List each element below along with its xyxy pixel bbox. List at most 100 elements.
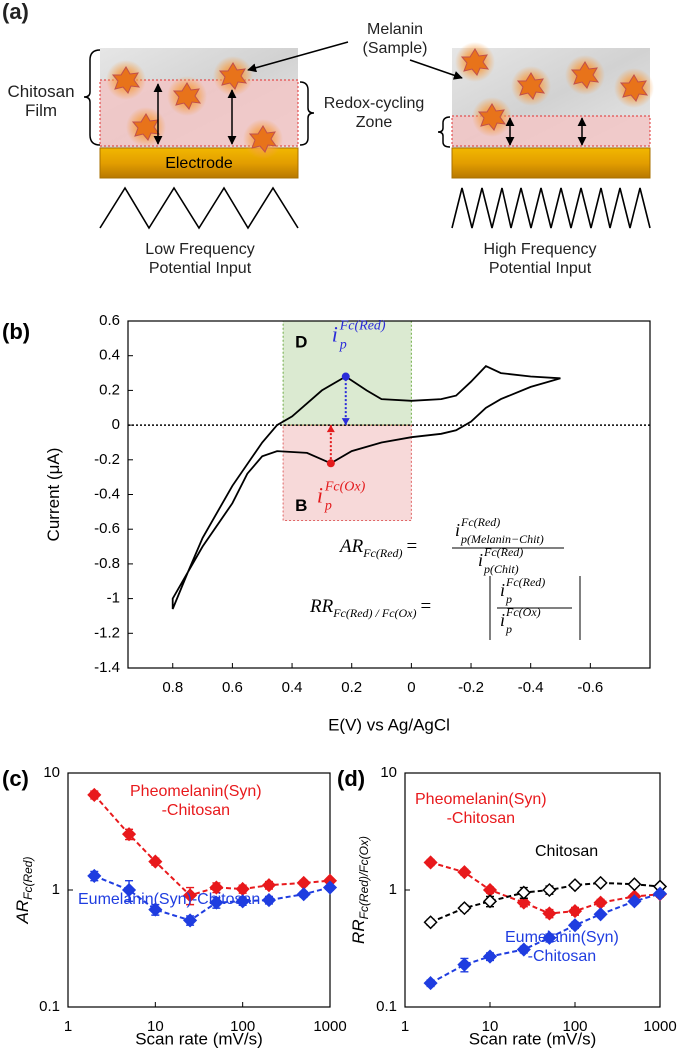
melanin [105,59,147,101]
melanin [166,75,208,117]
equation-den: i [478,550,483,570]
y-axis-label: ARFc(Red) [13,857,35,925]
data-point [296,887,311,902]
equation-lhs-sub: Fc(Red) / Fc(Ox) [332,606,416,620]
low-frequency-cell: Electrode [83,48,315,230]
y-tick-label: -1 [107,590,120,607]
y-tick-label: -0.8 [94,555,120,572]
melanin [125,106,167,148]
peak-label-sup: Fc(Ox) [324,479,366,494]
x-tick-label: -0.2 [458,679,484,696]
data-point [87,868,102,883]
y-axis-label-sub: Fc(Red)/Fc(Ox) [357,836,371,919]
y-tick-label: 0 [112,416,120,433]
equation-den-sub: p [505,622,512,636]
data-point [516,885,531,900]
x-tick-label: 10 [482,1018,499,1035]
y-axis-label-main: RR [349,919,368,944]
data-point [261,893,277,908]
data-point [593,895,608,910]
bracket [437,116,451,148]
x-tick-label: -0.4 [518,679,544,696]
data-point [148,854,163,869]
electrode-label: Electrode [165,155,233,172]
peak-label: i [317,482,323,507]
x-tick-label: 0.6 [222,679,243,696]
x-tick-label: 1 [401,1018,409,1035]
y-tick-label: 0.2 [99,381,120,398]
y-axis-label: Current (μA) [44,448,63,542]
data-point [121,882,137,898]
chart: (b) D B 0.6 0.4 0.2 0 -0.2 -0.4 -0.6 -0.8 -1 -1.2 -1.… [2,312,651,734]
series-line [171,365,561,610]
arrow-head [326,425,335,433]
panel-label: (d) [337,766,365,791]
data-point [322,880,338,895]
y-tick-label: 10 [43,764,60,781]
series-label: Chitosan [535,843,599,860]
y-tick-label: -1.4 [94,659,120,676]
peak-label: i [332,322,338,347]
peak-point [326,459,335,468]
film-label: Chitosan Film [7,82,75,120]
y-tick-label: 1 [389,881,397,898]
x-tick-label: 0.8 [162,679,183,696]
x-tick-label: 1000 [643,1018,676,1035]
equation-lhs: ARFc(Red) = [338,536,417,559]
x-tick-label: 0.4 [282,679,303,696]
data-point [652,886,668,901]
waveform [99,186,299,230]
bracket [299,81,315,146]
data-point [542,882,557,898]
x-tick-label: 0 [407,679,415,696]
y-tick-label: 0.4 [99,347,120,364]
melanin [613,67,655,109]
data-point [593,875,608,890]
data-point [183,913,198,928]
melanin-label: Melanin (Sample) [362,21,428,57]
data-point [542,906,557,921]
region-label: B [295,496,307,515]
data-point [423,855,438,870]
bracket [83,49,101,146]
series-label: Pheomelanin(Syn) -Chitosan [130,783,262,819]
data-point [627,877,642,892]
y-axis-label-sub: Fc(Red) [21,857,35,900]
equation-eq: = [407,536,418,557]
y-tick-label: 0.1 [376,998,397,1015]
data-point [235,894,250,909]
waveform [451,187,651,229]
equation-den-sup: Fc(Ox) [505,605,541,619]
data-point [121,827,137,842]
series-label: Pheomelanin(Syn) -Chitosan [415,791,547,827]
peak-label-sup: Fc(Red) [339,319,386,334]
y-tick-label: 0.6 [99,312,120,329]
data-point [423,915,438,930]
data-point [457,901,472,916]
data-point [516,942,531,957]
high-frequency-label: High Frequency Potential Input [483,241,597,277]
data-point [627,894,642,909]
panel-label: (c) [2,766,29,791]
melanin [471,96,513,138]
x-tick-label: 0.2 [341,679,362,696]
data-point [516,895,531,910]
data-point [87,787,102,802]
peak-label-sub: p [324,498,332,513]
data-point [482,949,498,964]
data-point [542,930,557,945]
melanin [212,55,254,97]
zone-label: Redox-cycling Zone [323,95,425,131]
data-point [183,888,198,903]
data-point [567,918,583,933]
low-frequency-label: Low Frequency Potential Input [145,241,255,277]
data-point [209,895,224,910]
equation-num-sup: Fc(Red) [460,515,500,529]
x-tick-label: 100 [562,1018,587,1035]
x-tick-label: 1 [64,1018,72,1035]
y-tick-label: -0.6 [94,520,120,537]
equation-num: i [455,520,460,540]
